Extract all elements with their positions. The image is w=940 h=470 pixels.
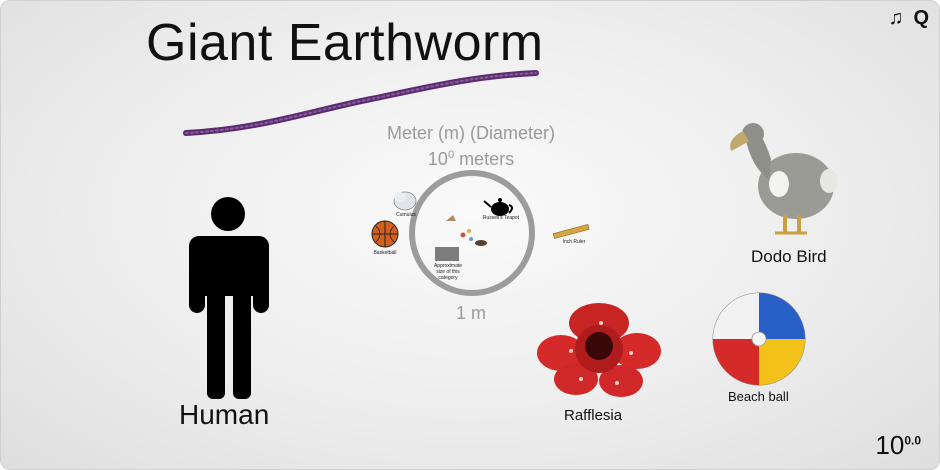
sign-icon[interactable] [435, 247, 459, 261]
inch-ruler-icon[interactable] [552, 224, 590, 239]
object-title: Giant Earthworm [146, 14, 544, 72]
sign-label: Approximate size of this category [433, 263, 463, 281]
scale-circle [409, 170, 535, 296]
beach-ball-image[interactable] [712, 292, 806, 386]
quit-button[interactable]: Q [913, 7, 929, 29]
unit-suffix: meters [454, 149, 515, 169]
cloud-label: Cumulus [396, 212, 416, 218]
inch-ruler-label: Inch Ruler [562, 239, 586, 245]
power-base: 10 [875, 430, 905, 460]
dodo-bird-label: Dodo Bird [751, 247, 827, 266]
teapot-label: Russell's Teapot [482, 215, 520, 221]
zoom-power: 100.0 [875, 430, 921, 461]
rafflesia-image[interactable] [537, 303, 661, 397]
unit-name: Meter (m) (Diameter) [386, 123, 555, 143]
power-exponent: 0.0 [904, 433, 921, 448]
scale-label: 1 m [455, 303, 486, 323]
music-toggle-icon[interactable]: ♫ [888, 7, 904, 29]
human-label: Human [179, 399, 270, 430]
unit-base: 10 [427, 149, 448, 169]
cloud-icon[interactable] [393, 191, 417, 211]
unit-magnitude: 100 meters [371, 149, 571, 170]
tiny-objects-icon[interactable] [446, 215, 487, 246]
dodo-bird-image[interactable] [730, 123, 838, 235]
human-silhouette[interactable] [189, 197, 269, 399]
top-controls: ♫ Q [888, 7, 929, 30]
unit-exponent: 0 [447, 149, 455, 161]
beach-ball-label: Beach ball [728, 389, 789, 404]
rafflesia-label: Rafflesia [564, 407, 623, 424]
basketball-icon[interactable] [371, 220, 399, 248]
teapot-icon[interactable] [483, 198, 513, 216]
basketball-label: Basketball [373, 250, 397, 256]
